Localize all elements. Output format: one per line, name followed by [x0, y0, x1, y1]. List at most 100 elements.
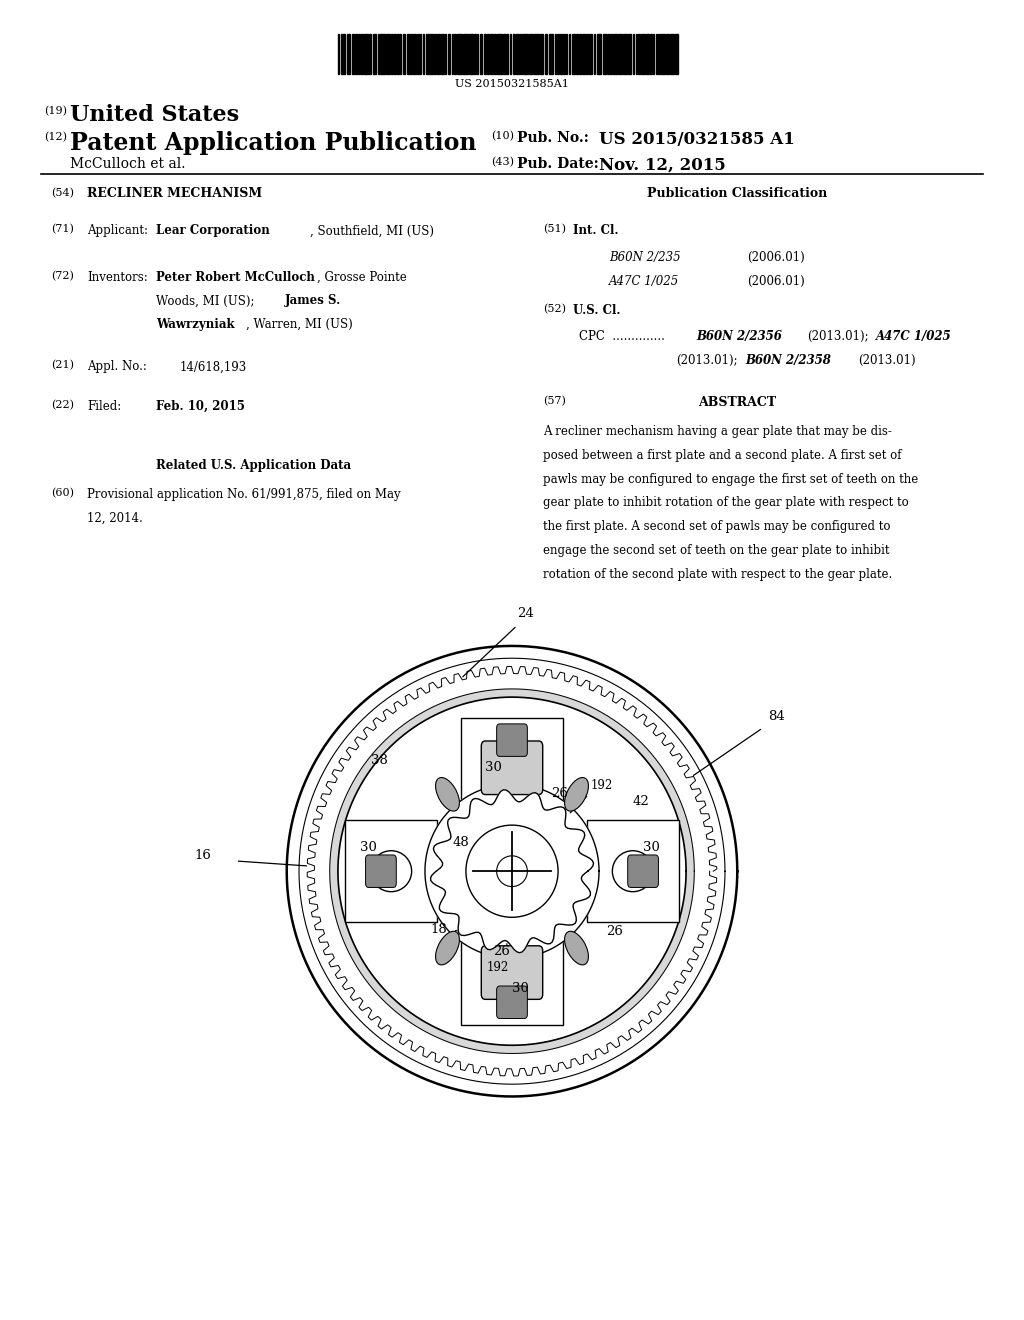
Bar — [534, 34, 539, 74]
Bar — [628, 34, 632, 74]
Text: A47C 1/025: A47C 1/025 — [609, 275, 680, 288]
Text: Inventors:: Inventors: — [87, 271, 147, 284]
Text: (10): (10) — [492, 131, 514, 141]
Text: (2013.01): (2013.01) — [858, 354, 915, 367]
Bar — [426, 34, 428, 74]
Polygon shape — [425, 784, 599, 958]
Bar — [520, 34, 522, 74]
Text: Related U.S. Application Data: Related U.S. Application Data — [156, 459, 351, 473]
Bar — [597, 34, 601, 74]
Text: (12): (12) — [44, 132, 67, 143]
Bar — [658, 34, 660, 74]
Text: Appl. No.:: Appl. No.: — [87, 360, 146, 374]
Bar — [394, 34, 395, 74]
Bar — [341, 34, 345, 74]
Bar — [469, 34, 473, 74]
Bar — [495, 34, 496, 74]
Text: 30: 30 — [643, 841, 659, 854]
Text: , Warren, MI (US): , Warren, MI (US) — [246, 318, 352, 331]
Text: B60N 2/2358: B60N 2/2358 — [745, 354, 831, 367]
Bar — [373, 34, 377, 74]
Bar — [571, 34, 575, 74]
Bar — [386, 34, 390, 74]
Text: 42: 42 — [633, 795, 649, 808]
Text: Pub. Date:: Pub. Date: — [517, 157, 599, 172]
Text: 84: 84 — [768, 710, 784, 723]
Bar — [355, 34, 357, 74]
Bar — [497, 34, 502, 74]
Bar — [414, 34, 416, 74]
Text: Lear Corporation: Lear Corporation — [156, 224, 269, 238]
Bar — [378, 34, 379, 74]
Text: Woods, MI (US);: Woods, MI (US); — [156, 294, 258, 308]
Text: US 2015/0321585 A1: US 2015/0321585 A1 — [599, 131, 795, 148]
Text: , Grosse Pointe: , Grosse Pointe — [317, 271, 408, 284]
Bar — [347, 34, 350, 74]
Bar — [513, 34, 515, 74]
Ellipse shape — [435, 777, 460, 810]
Text: engage the second set of teeth on the gear plate to inhibit: engage the second set of teeth on the ge… — [543, 544, 889, 557]
Text: Wawrzyniak: Wawrzyniak — [156, 318, 234, 331]
FancyBboxPatch shape — [366, 855, 396, 887]
Bar — [490, 34, 493, 74]
Text: (51): (51) — [543, 224, 565, 235]
Text: (2006.01): (2006.01) — [748, 275, 805, 288]
Text: 48: 48 — [453, 836, 469, 849]
Text: 30: 30 — [512, 982, 528, 995]
Text: A recliner mechanism having a gear plate that may be dis-: A recliner mechanism having a gear plate… — [543, 425, 892, 438]
Bar — [602, 34, 606, 74]
Text: US 20150321585A1: US 20150321585A1 — [455, 79, 569, 90]
Text: Peter Robert McCulloch: Peter Robert McCulloch — [156, 271, 314, 284]
Bar — [477, 34, 478, 74]
Text: (52): (52) — [543, 304, 565, 314]
Bar — [662, 34, 665, 74]
Text: Provisional application No. 61/991,875, filed on May: Provisional application No. 61/991,875, … — [87, 488, 400, 502]
Text: (57): (57) — [543, 396, 565, 407]
Bar — [447, 34, 451, 74]
Text: U.S. Cl.: U.S. Cl. — [573, 304, 621, 317]
Text: (71): (71) — [51, 224, 74, 235]
Text: 12, 2014.: 12, 2014. — [87, 512, 142, 525]
Text: 14/618,193: 14/618,193 — [179, 360, 247, 374]
Bar — [566, 34, 567, 74]
Bar — [399, 34, 401, 74]
Text: James S.: James S. — [285, 294, 341, 308]
Text: 26: 26 — [551, 788, 567, 800]
Bar — [351, 34, 354, 74]
Bar — [437, 34, 439, 74]
Bar — [555, 34, 556, 74]
Bar — [655, 34, 657, 74]
Bar — [463, 34, 468, 74]
Bar — [441, 34, 443, 74]
Polygon shape — [330, 689, 694, 1053]
Bar — [594, 34, 595, 74]
Bar — [364, 34, 368, 74]
Text: the first plate. A second set of pawls may be configured to: the first plate. A second set of pawls m… — [543, 520, 890, 533]
Bar — [560, 34, 562, 74]
Text: (60): (60) — [51, 488, 74, 499]
Text: (43): (43) — [492, 157, 514, 168]
Bar — [458, 34, 462, 74]
FancyBboxPatch shape — [497, 723, 527, 756]
Text: 30: 30 — [360, 841, 377, 854]
Bar — [636, 34, 637, 74]
FancyBboxPatch shape — [628, 855, 658, 887]
Text: RECLINER MECHANISM: RECLINER MECHANISM — [87, 187, 262, 201]
Bar — [455, 34, 456, 74]
Bar — [563, 34, 564, 74]
Text: A47C 1/025: A47C 1/025 — [876, 330, 951, 343]
Text: 30: 30 — [485, 760, 502, 774]
Ellipse shape — [564, 932, 589, 965]
Text: 26: 26 — [606, 925, 623, 937]
Text: Filed:: Filed: — [87, 400, 121, 413]
Bar — [434, 34, 436, 74]
Bar — [670, 34, 674, 74]
Bar — [589, 34, 593, 74]
Text: (54): (54) — [51, 187, 74, 198]
Bar — [429, 34, 433, 74]
Bar — [391, 34, 393, 74]
Bar — [583, 34, 585, 74]
Text: pawls may be configured to engage the first set of teeth on the: pawls may be configured to engage the fi… — [543, 473, 918, 486]
Bar — [487, 34, 489, 74]
Text: 26: 26 — [494, 945, 510, 958]
